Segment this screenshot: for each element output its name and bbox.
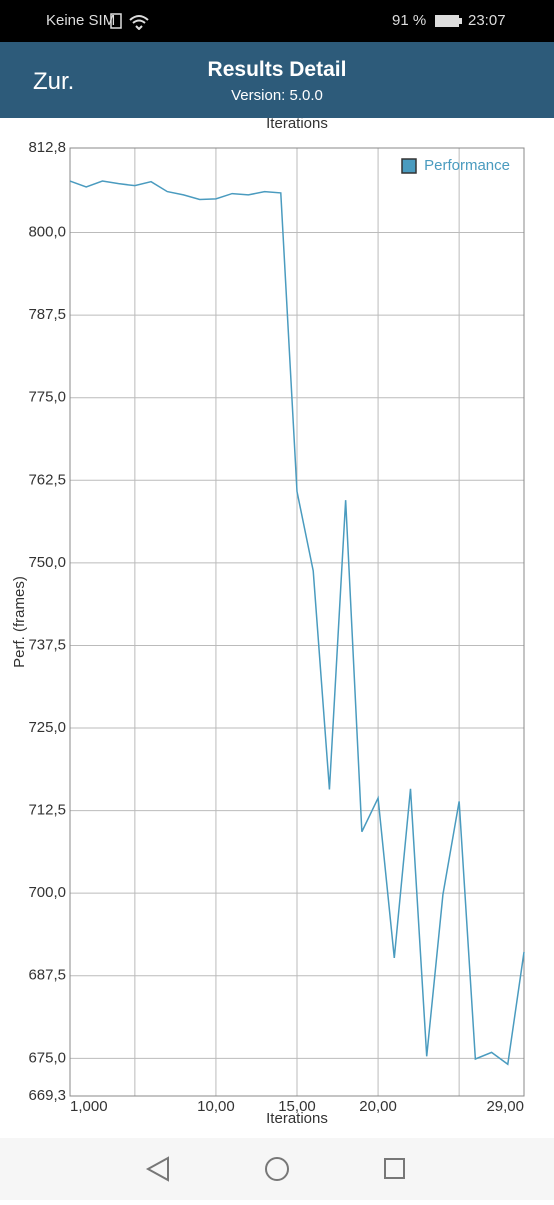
nav-recent[interactable] (384, 1158, 405, 1179)
data-line (69, 180, 525, 1066)
x-tick-label: 1,000 (70, 1098, 108, 1115)
chart: Iterations Iterations Perf. (frames) 669… (11, 118, 525, 1127)
clock: 23:07 (468, 12, 506, 29)
nav-bar (0, 1138, 554, 1200)
back-button[interactable]: Zur. (33, 68, 75, 95)
page-title: Results Detail (207, 58, 347, 81)
y-tick-label: 675,0 (28, 1049, 66, 1066)
y-tick-label: 669,3 (28, 1087, 66, 1104)
x-tick-label: 29,00 (486, 1098, 524, 1115)
plot-border (69, 147, 525, 1097)
y-tick-label: 787,5 (28, 306, 66, 323)
y-tick-label: 737,5 (28, 636, 66, 653)
x-tick-label: 10,00 (197, 1098, 235, 1115)
x-tick-label: 20,00 (359, 1098, 397, 1115)
battery-icon (435, 15, 462, 27)
page-subtitle: Version: 5.0.0 (231, 87, 323, 104)
x-tick-label: 15,00 (278, 1098, 316, 1115)
y-tick-label: 725,0 (28, 719, 66, 736)
nav-icons (145, 1156, 405, 1182)
y-axis-label: Perf. (frames) (11, 576, 28, 668)
nav-back[interactable] (145, 1156, 169, 1182)
y-tick-label: 750,0 (28, 554, 66, 571)
y-tick-label: 812,8 (28, 139, 66, 156)
y-tick-label: 712,5 (28, 802, 66, 819)
y-tick-label: 800,0 (28, 224, 66, 241)
y-tick-label: 687,5 (28, 967, 66, 984)
chart-title: Iterations (266, 118, 328, 132)
nav-home[interactable] (265, 1157, 289, 1181)
carrier: Keine SIM (46, 12, 116, 29)
y-tick-label: 762,5 (28, 471, 66, 488)
status-bar: Keine SIM 91 % 23:07 (0, 0, 554, 42)
app-header: Zur. Results Detail Version: 5.0.0 (0, 42, 554, 118)
y-tick-label: 700,0 (28, 884, 66, 901)
x-axis-label: Iterations (266, 1110, 328, 1127)
legend-label: Performance (424, 157, 510, 174)
battery-level: 91 % (392, 12, 427, 29)
signal-icons (110, 13, 149, 30)
legend-swatch (401, 158, 417, 174)
y-tick-label: 775,0 (28, 389, 66, 406)
